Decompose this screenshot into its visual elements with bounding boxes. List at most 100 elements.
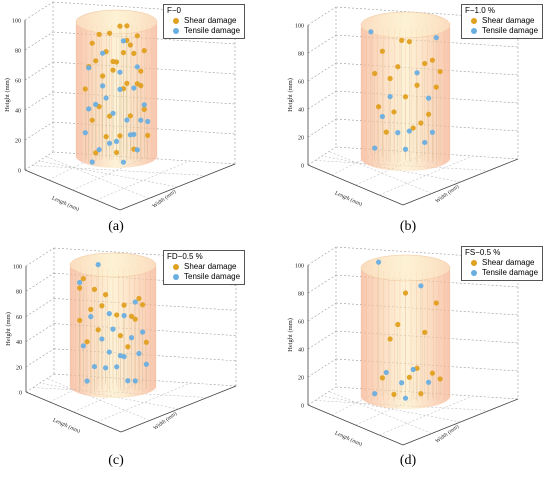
z-axis-label: Height (mm) bbox=[5, 312, 12, 346]
z-axis-label: Height (mm) bbox=[4, 78, 11, 112]
tensile-damage-point bbox=[433, 35, 439, 41]
shear-damage-point bbox=[110, 67, 116, 73]
tensile-damage-point bbox=[103, 95, 109, 101]
grid-line bbox=[25, 272, 55, 292]
shear-marker-icon bbox=[173, 264, 179, 270]
tensile-damage-point bbox=[110, 110, 116, 116]
z-tick-label: 80 bbox=[298, 52, 304, 58]
shear-damage-point bbox=[375, 104, 382, 110]
z-tick-label: 60 bbox=[15, 79, 21, 85]
grid-line bbox=[307, 358, 337, 378]
legend-label-shear-c: Shear damage bbox=[184, 262, 237, 271]
shear-damage-point bbox=[95, 327, 101, 333]
tensile-damage-point bbox=[399, 380, 405, 386]
shear-damage-point bbox=[89, 117, 95, 123]
shear-damage-point bbox=[77, 285, 83, 291]
shear-damage-point bbox=[418, 391, 424, 397]
legend-item-shear-b: Shear damage bbox=[465, 16, 538, 26]
tensile-damage-point bbox=[120, 38, 127, 44]
shear-damage-point bbox=[124, 23, 130, 29]
tensile-damage-point bbox=[100, 83, 106, 89]
tensile-damage-point bbox=[138, 117, 144, 123]
chart-svg-a: 0 20 40 60 80 100 Height (mm) Length (mm) Width … bbox=[4, 1, 236, 213]
tensile-damage-point bbox=[86, 106, 92, 112]
legend-b: F−1.0 % Shear damage Tensile damage bbox=[461, 4, 544, 39]
z-tick-label: 80 bbox=[15, 49, 21, 55]
panel-label-a: (a) bbox=[108, 219, 124, 234]
grid-line bbox=[24, 61, 54, 81]
shear-damage-point bbox=[99, 303, 105, 309]
tensile-damage-point bbox=[418, 283, 424, 289]
x-axis-label: Length (mm) bbox=[51, 194, 81, 212]
tensile-damage-point bbox=[77, 279, 83, 286]
z-tick-label: 0 bbox=[18, 169, 21, 175]
shear-marker-icon bbox=[173, 18, 179, 24]
shear-damage-point bbox=[399, 37, 405, 43]
axes-box bbox=[25, 247, 237, 433]
specimen-cylinder bbox=[69, 252, 157, 398]
grid-line bbox=[307, 246, 337, 266]
tensile-damage-point bbox=[89, 159, 95, 165]
shear-damage-point bbox=[125, 344, 131, 350]
shear-damage-point bbox=[410, 125, 416, 131]
shear-damage-point bbox=[402, 94, 409, 100]
shear-damage-point bbox=[91, 286, 98, 292]
tensile-damage-point bbox=[117, 69, 123, 75]
z-tick-label: 0 bbox=[301, 404, 304, 410]
grid-line bbox=[24, 121, 54, 141]
tensile-damage-point bbox=[372, 391, 378, 397]
legend-label-tensile-a: Tensile damage bbox=[184, 26, 241, 35]
z-tick-label: 100 bbox=[12, 19, 21, 25]
shear-damage-point bbox=[136, 295, 142, 302]
shear-damage-point bbox=[437, 68, 443, 75]
shear-damage-point bbox=[372, 70, 378, 77]
chart-panel-d: 0 20 40 60 80 100 Height (mm) Length (mm) Width … bbox=[275, 240, 550, 480]
tensile-damage-point bbox=[145, 118, 151, 125]
grid-line bbox=[307, 274, 337, 294]
shear-damage-point bbox=[141, 106, 147, 112]
shear-damage-point bbox=[80, 276, 86, 282]
legend-c: FD−0.5 % Shear damage Tensile damage bbox=[163, 250, 246, 285]
shear-damage-point bbox=[106, 113, 113, 119]
grid-line bbox=[96, 160, 190, 201]
z-tick-label: 100 bbox=[13, 265, 22, 271]
legend-label-tensile-c: Tensile damage bbox=[184, 272, 241, 281]
shear-damage-point bbox=[102, 292, 109, 298]
z-tick-label: 20 bbox=[15, 139, 21, 145]
shear-damage-point bbox=[402, 290, 409, 296]
shear-damage-point bbox=[391, 109, 397, 115]
shear-damage-point bbox=[77, 317, 83, 323]
shear-marker-icon bbox=[471, 18, 477, 24]
tensile-damage-point bbox=[121, 313, 127, 319]
tensile-damage-point bbox=[422, 139, 428, 146]
legend-item-shear-c: Shear damage bbox=[167, 262, 240, 272]
shear-damage-point bbox=[143, 339, 149, 345]
grid-line bbox=[314, 400, 490, 411]
grid-line bbox=[97, 382, 191, 423]
shear-damage-point bbox=[379, 375, 386, 381]
shear-damage-point bbox=[117, 133, 123, 139]
tensile-damage-point bbox=[91, 363, 98, 370]
shear-damage-point bbox=[387, 336, 393, 342]
grid-line bbox=[25, 348, 55, 368]
shear-damage-point bbox=[93, 58, 99, 64]
z-tick-label: 20 bbox=[16, 365, 22, 371]
legend-label-tensile-d: Tensile damage bbox=[482, 268, 539, 277]
shear-damage-point bbox=[120, 50, 127, 56]
tensile-marker-icon bbox=[173, 274, 179, 280]
legend-label-shear-b: Shear damage bbox=[482, 16, 535, 25]
tensile-damage-point bbox=[379, 113, 386, 120]
shear-damage-point bbox=[84, 339, 90, 345]
shear-damage-point bbox=[117, 333, 124, 339]
legend-title-b: F−1.0 % bbox=[465, 6, 496, 15]
legend-item-tensile-a: Tensile damage bbox=[167, 26, 240, 36]
tensile-damage-point bbox=[375, 259, 382, 265]
axes-box bbox=[24, 1, 236, 211]
damage-points bbox=[372, 259, 443, 403]
shear-damage-point bbox=[100, 73, 106, 79]
shear-damage-point bbox=[127, 42, 133, 48]
grid-line bbox=[24, 31, 54, 51]
grid-line bbox=[38, 160, 178, 188]
tensile-damage-point bbox=[114, 364, 120, 370]
tensile-damage-point bbox=[128, 335, 135, 341]
